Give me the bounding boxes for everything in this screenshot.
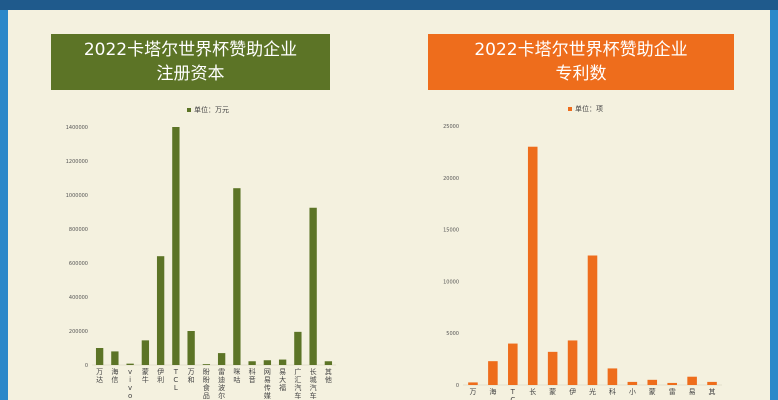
left-category-label: 长城汽车: [310, 367, 317, 400]
left-chart-title-line1: 2022卡塔尔世界杯赞助企业: [83, 40, 298, 60]
right-category-label: 科: [609, 387, 616, 396]
left-bar: [324, 361, 333, 365]
right-bar: [547, 351, 558, 385]
left-bar: [141, 340, 150, 365]
left-chart-title-panel: 2022卡塔尔世界杯赞助企业 注册资本: [51, 34, 330, 90]
right-category-label: 万: [469, 388, 476, 396]
left-category-label: 其他: [325, 368, 332, 384]
right-chart-title-panel: 2022卡塔尔世界杯赞助企业 专利数: [428, 34, 734, 90]
left-border-bar: [0, 10, 8, 400]
right-category-label: 小: [629, 387, 636, 396]
left-bar: [248, 361, 256, 365]
right-bar: [508, 343, 518, 385]
left-bar: [126, 363, 134, 365]
right-legend-label: 单位：项: [575, 104, 603, 113]
right-legend-swatch: [568, 107, 572, 111]
left-y-tick-label: 1400000: [66, 125, 88, 131]
left-legend-label: 单位：万元: [194, 105, 229, 114]
right-bar: [488, 361, 498, 385]
right-y-tick-label: 5000: [446, 331, 459, 337]
left-y-tick-label: 200000: [69, 329, 88, 335]
left-category-label: 蒙牛: [142, 367, 149, 384]
left-bar: [202, 364, 211, 365]
right-category-label: 光: [589, 387, 596, 396]
left-chart-title-line2: 注册资本: [156, 64, 225, 84]
left-category-label: 伊利: [157, 367, 164, 384]
left-bar: [111, 351, 119, 365]
right-y-tick-label: 0: [456, 383, 459, 389]
left-bar: [309, 207, 317, 365]
right-bar: [687, 376, 697, 385]
left-bar: [95, 348, 104, 365]
right-category-label: 蒙: [649, 387, 656, 396]
right-y-tick-label: 20000: [443, 176, 459, 182]
left-category-label: 科音: [249, 367, 256, 384]
left-category-label: 海信: [111, 367, 118, 384]
top-banner-bar: [0, 0, 778, 10]
right-category-label: 伊: [569, 387, 576, 396]
left-category-label: 网易传媒: [264, 368, 271, 400]
right-bar: [607, 368, 618, 385]
left-bar: [263, 360, 272, 365]
left-category-label: 雷迪波尔: [218, 368, 225, 400]
left-bar: [172, 127, 180, 365]
left-bar: [217, 353, 226, 365]
left-bar: [278, 359, 287, 365]
right-bar: [468, 382, 478, 385]
left-y-tick-label: 0: [85, 363, 88, 369]
right-category-label: 雷: [669, 388, 676, 396]
left-category-label: 盼盼食品: [203, 368, 210, 400]
right-bar: [647, 379, 658, 385]
right-chart-title-line1: 2022卡塔尔世界杯赞助企业: [474, 40, 688, 60]
right-y-tick-label: 25000: [443, 124, 459, 130]
left-category-label: 万和: [188, 368, 195, 384]
left-y-tick-label: 1200000: [66, 159, 88, 165]
right-bar: [707, 381, 717, 385]
left-y-tick-label: 1000000: [66, 193, 88, 199]
right-bar: [527, 146, 538, 385]
right-bar: [587, 255, 598, 385]
right-border-bar: [770, 10, 778, 400]
right-bar: [567, 340, 578, 385]
right-category-label: 蒙: [549, 387, 556, 396]
left-y-tick-label: 400000: [69, 295, 88, 301]
right-y-tick-label: 10000: [443, 279, 459, 285]
left-legend-swatch: [187, 108, 191, 112]
right-category-label: 长: [529, 387, 536, 396]
left-category-label: 万达: [96, 368, 103, 384]
left-bar: [156, 256, 165, 365]
left-category-label: 咪咕: [233, 367, 240, 384]
left-category-label: 广汇汽车: [294, 367, 301, 400]
left-y-tick-label: 600000: [69, 261, 88, 267]
right-category-label: 海: [489, 387, 496, 396]
left-bar: [233, 188, 241, 365]
left-category-label: 易大福: [279, 368, 286, 392]
left-y-tick-label: 800000: [69, 227, 88, 233]
right-category-label: 其: [709, 388, 716, 396]
right-category-label: 易: [689, 388, 696, 396]
right-bar: [667, 382, 677, 385]
left-bar: [294, 331, 302, 365]
left-bar: [187, 331, 195, 365]
right-bar: [627, 381, 638, 385]
right-chart-title-line2: 专利数: [555, 64, 607, 84]
right-y-tick-label: 15000: [443, 228, 459, 234]
